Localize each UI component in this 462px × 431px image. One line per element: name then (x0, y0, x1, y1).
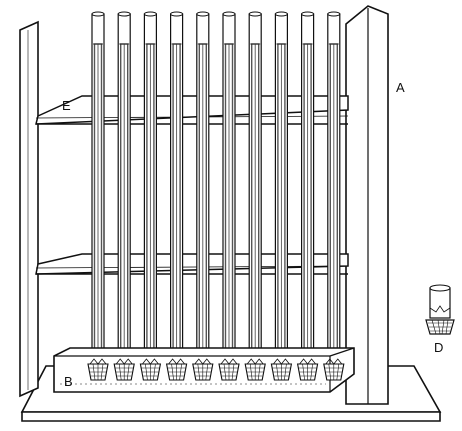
label-trough: B (64, 374, 73, 389)
glass-tube (143, 11, 157, 361)
tube-basket (113, 358, 135, 381)
tube-basket (244, 358, 266, 381)
glass-tube (327, 11, 341, 361)
glass-tube (91, 11, 105, 361)
tube-basket (270, 358, 293, 381)
glass-tube (117, 11, 131, 361)
middle-shelf (35, 253, 349, 275)
tube-basket (296, 358, 319, 381)
right-upright (345, 5, 389, 405)
glass-tube (274, 11, 288, 361)
glass-tube (196, 11, 210, 361)
upper-shelf (35, 95, 349, 125)
basket-group (87, 358, 345, 381)
tube-basket (139, 358, 162, 381)
glass-tube (170, 11, 184, 361)
left-upright (19, 20, 39, 398)
label-detail: D (434, 340, 443, 355)
label-frame: A (396, 80, 405, 95)
label-shelf: E (62, 98, 71, 113)
tube-basket (165, 358, 188, 381)
tube-basket (218, 358, 240, 381)
glass-tube (248, 11, 262, 361)
tube-basket (323, 358, 345, 381)
detail-tube (425, 284, 455, 335)
tube-basket (87, 358, 109, 381)
glass-tube (222, 11, 236, 361)
tube-basket (192, 358, 214, 381)
tube-group (91, 11, 341, 361)
glass-tube (301, 11, 315, 361)
